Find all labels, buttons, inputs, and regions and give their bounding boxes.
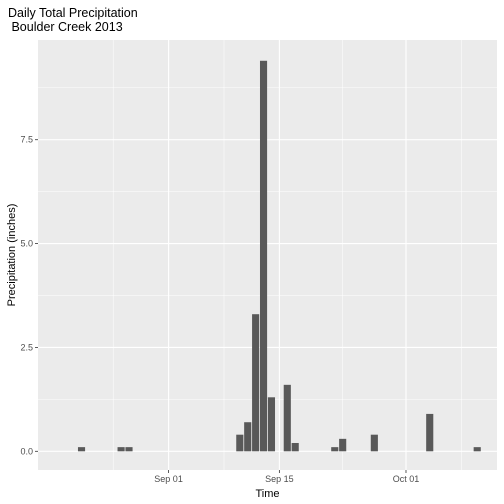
y-axis: 0.0 2.5 5.0 7.5: [20, 135, 38, 456]
y-tick-label: 5.0: [20, 239, 33, 249]
y-tick-label: 7.5: [20, 135, 33, 145]
bar: [331, 447, 339, 452]
bars-group: [77, 60, 481, 452]
bar: [252, 314, 260, 452]
x-tick-label: Sep 01: [154, 474, 183, 484]
grid-lines: [38, 40, 497, 470]
chart-title: Daily Total Precipitation Boulder Creek …: [8, 6, 138, 34]
bar: [259, 60, 268, 452]
bar: [370, 434, 378, 452]
bar: [236, 434, 244, 452]
plot-panel: [38, 40, 497, 470]
bar: [125, 447, 133, 452]
bar: [267, 397, 276, 452]
x-tick-label: Sep 15: [265, 474, 294, 484]
x-axis: Sep 01 Sep 15 Oct 01: [154, 470, 419, 484]
bar: [283, 384, 291, 452]
bar: [117, 447, 125, 452]
bar: [291, 442, 299, 452]
bar: [244, 422, 252, 452]
bar: [426, 413, 434, 452]
bar: [473, 447, 481, 452]
y-tick-label: 0.0: [20, 446, 33, 456]
y-tick-label: 2.5: [20, 342, 33, 352]
y-axis-label: Precipitation (inches): [6, 204, 18, 307]
x-tick-label: Oct 01: [393, 474, 420, 484]
x-axis-label: Time: [255, 488, 279, 500]
bar: [77, 447, 86, 452]
bar: [339, 438, 347, 452]
